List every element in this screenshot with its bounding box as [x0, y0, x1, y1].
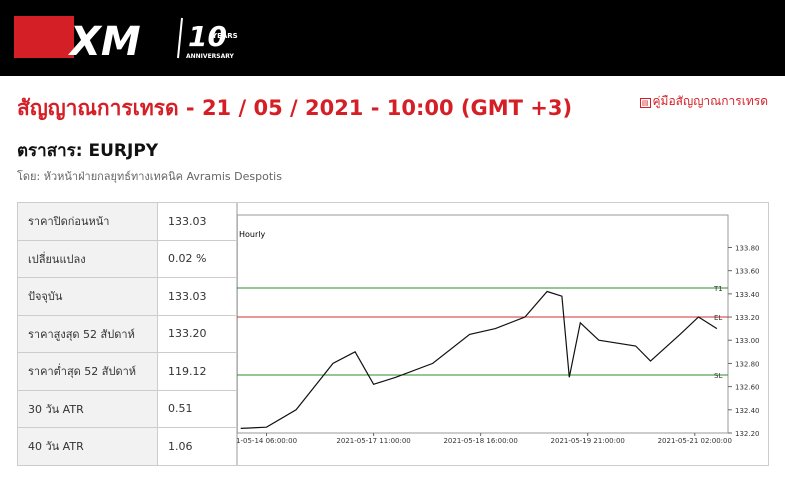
- table-row: ราคาปิดก่อนหน้า 133.03: [17, 202, 238, 241]
- stat-value: 133.20: [157, 314, 238, 353]
- pdf-icon: ▤: [639, 98, 651, 108]
- author: โดย: หัวหน้าฝ่ายกลยุทธ์ทางเทคนิค Avramis…: [17, 170, 282, 183]
- level-label: SL: [714, 372, 722, 380]
- page-title: สัญญาณการเทรด - 21 / 05 / 2021 - 10:00 (…: [17, 96, 573, 120]
- chart: Hourly 132.20 132.40 132.60 132.80 133.00 133…: [236, 202, 769, 466]
- stat-value: 119.12: [157, 352, 238, 391]
- y-tick-label: 132.80: [735, 360, 760, 368]
- logo-mark: [14, 16, 74, 58]
- stat-value: 0.51: [157, 389, 238, 428]
- stat-label: เปลี่ยนแปลง: [17, 239, 158, 278]
- stat-label: ราคาต่ำสุด 52 สัปดาห์: [17, 352, 158, 391]
- anniv-years: YEARS: [211, 32, 238, 40]
- header: XM 10 YEARS ANNIVERSARY: [0, 0, 785, 76]
- guide-link[interactable]: ▤ คู่มือสัญญาณการเทรด: [639, 92, 769, 111]
- y-tick-label: 133.60: [735, 268, 760, 276]
- y-tick-label: 133.40: [735, 291, 760, 299]
- table-row: ราคาสูงสุด 52 สัปดาห์ 133.20: [17, 314, 238, 353]
- stat-label: ราคาสูงสุด 52 สัปดาห์: [17, 314, 158, 353]
- instrument: ตราสาร: EURJPY: [17, 141, 159, 161]
- table-row: เปลี่ยนแปลง 0.02 %: [17, 239, 238, 278]
- y-tick-label: 132.60: [735, 384, 760, 392]
- x-tick-label: 2021-05-19 21:00:00: [551, 437, 625, 445]
- level-label: T1: [713, 285, 723, 293]
- x-tick-label: 1-05-14 06:00:00: [236, 437, 297, 445]
- x-tick-label: 2021-05-18 16:00:00: [443, 437, 517, 445]
- stat-label: 40 วัน ATR: [17, 427, 158, 466]
- y-tick-label: 132.20: [735, 430, 760, 438]
- x-tick-label: 2021-05-17 11:00:00: [336, 437, 410, 445]
- table-row: ราคาต่ำสุด 52 สัปดาห์ 119.12: [17, 352, 238, 391]
- anniv-number: 10: [188, 20, 227, 53]
- y-tick-label: 133.00: [735, 337, 760, 345]
- x-tick-label: 2021-05-21 02:00:00: [658, 437, 732, 445]
- level-label: EL: [714, 314, 722, 322]
- logo-text: XM: [67, 19, 141, 65]
- stat-label: 30 วัน ATR: [17, 389, 158, 428]
- stat-label: ปัจจุบัน: [17, 277, 158, 316]
- stats-table: ราคาปิดก่อนหน้า 133.03 เปลี่ยนแปลง 0.02 % ปั…: [17, 202, 238, 466]
- stat-value: 133.03: [157, 277, 238, 316]
- stat-label: ราคาปิดก่อนหน้า: [17, 202, 158, 241]
- table-row: ปัจจุบัน 133.03: [17, 277, 238, 316]
- stat-value: 133.03: [157, 202, 238, 241]
- chart-title: Hourly: [239, 230, 265, 239]
- y-tick-label: 133.20: [735, 314, 760, 322]
- stat-value: 1.06: [157, 427, 238, 466]
- y-tick-label: 133.80: [735, 244, 760, 252]
- table-row: 30 วัน ATR 0.51: [17, 389, 238, 428]
- anniv-text: ANNIVERSARY: [186, 53, 235, 60]
- guide-link-text[interactable]: คู่มือสัญญาณการเทรด: [652, 94, 769, 108]
- stat-value: 0.02 %: [157, 239, 238, 278]
- divider: [177, 17, 183, 59]
- table-row: 40 วัน ATR 1.06: [17, 427, 238, 466]
- y-tick-label: 132.40: [735, 407, 760, 415]
- plot-area: [237, 214, 729, 434]
- logo[interactable]: XM 10 YEARS ANNIVERSARY: [0, 0, 260, 76]
- price-line: [240, 290, 718, 429]
